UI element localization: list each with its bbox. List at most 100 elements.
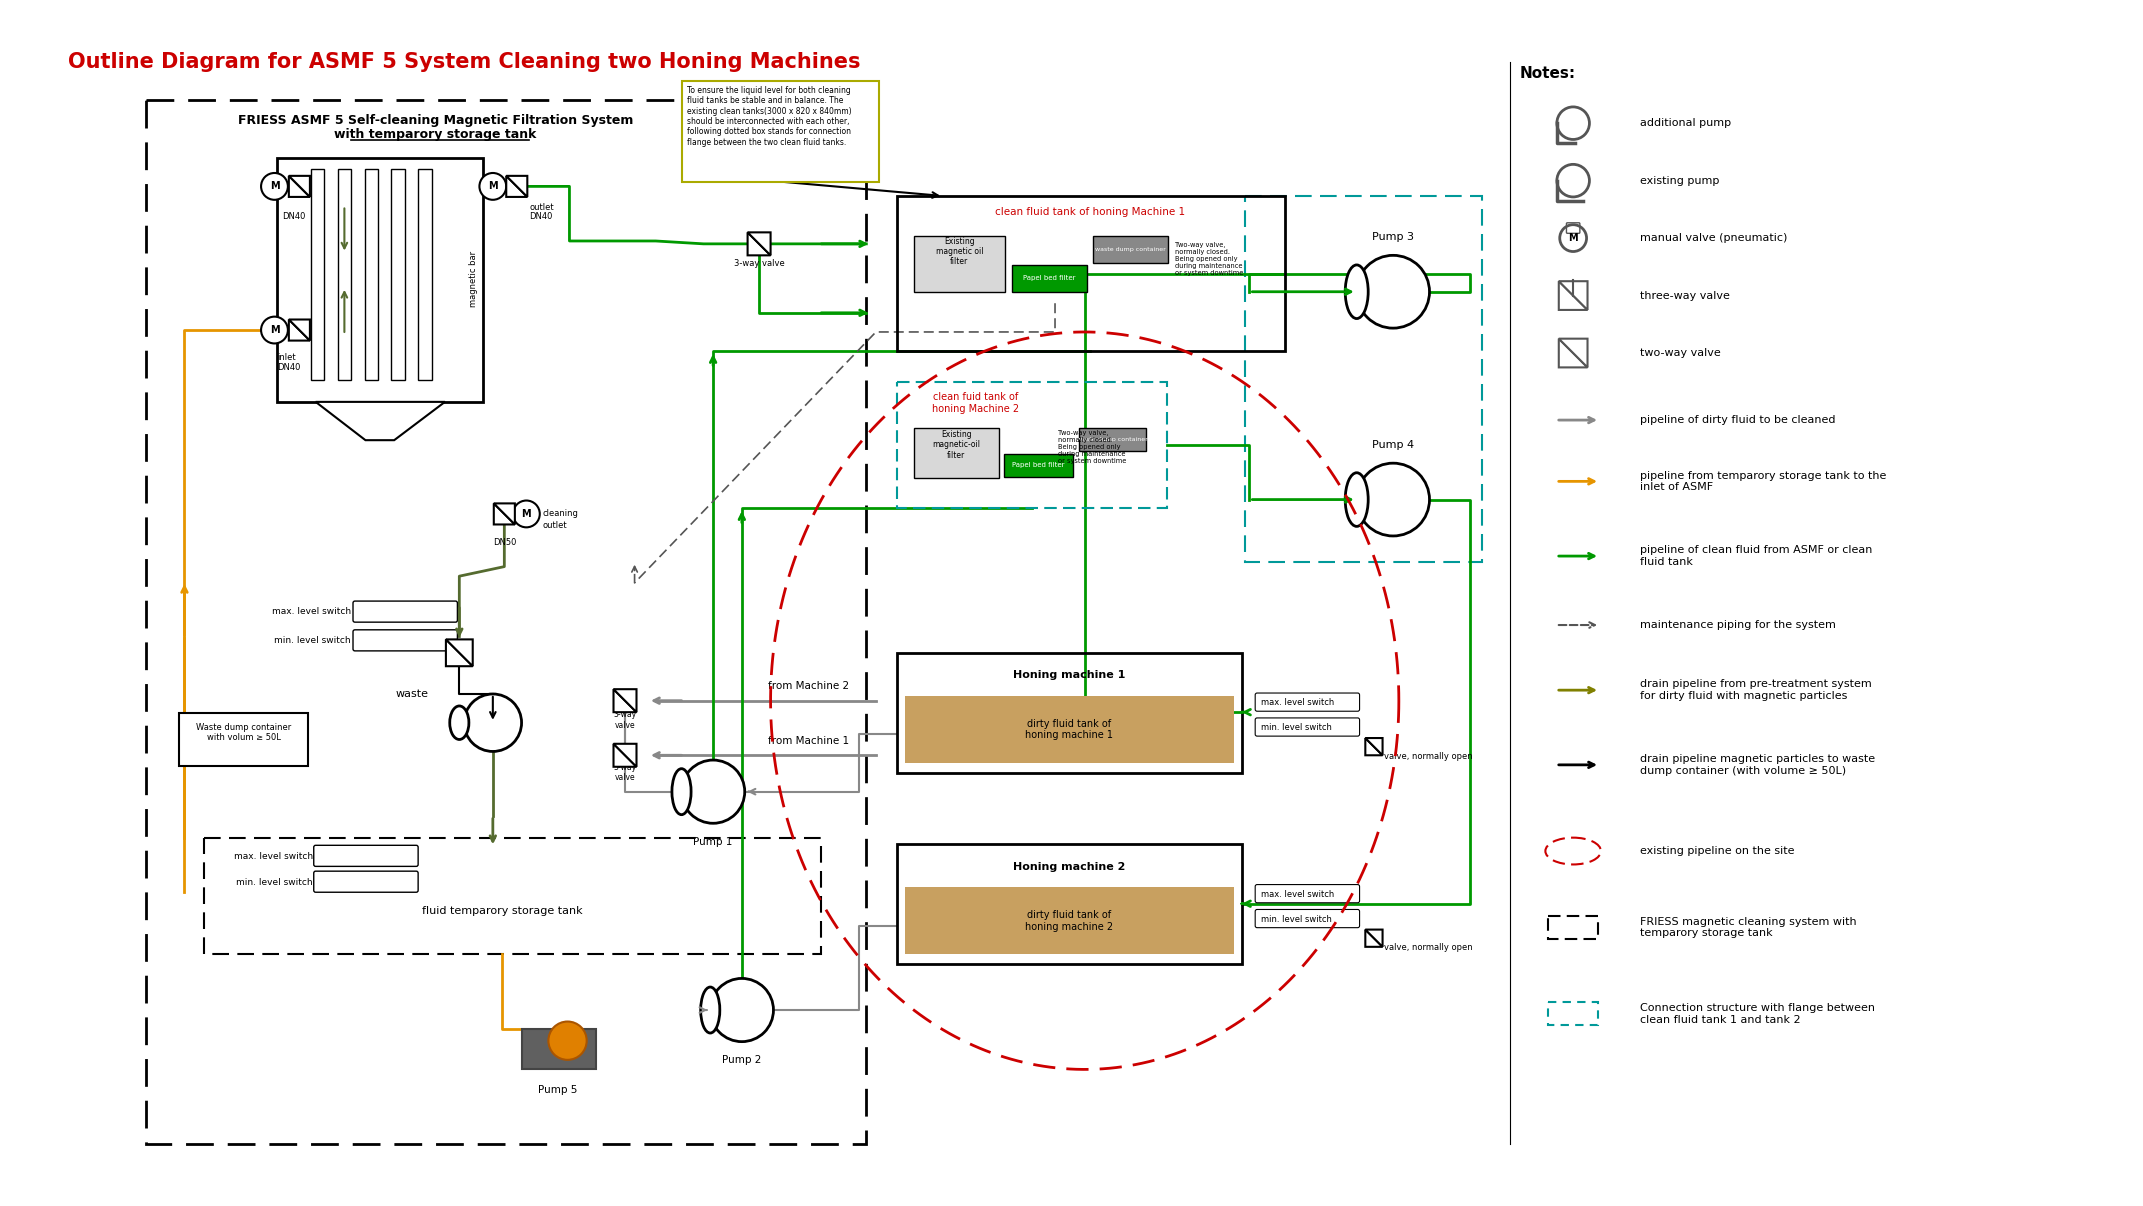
Text: 3-way
valve: 3-way valve: [613, 763, 636, 783]
Text: existing pump: existing pump: [1639, 176, 1719, 186]
Text: additional pump: additional pump: [1639, 118, 1732, 128]
Ellipse shape: [1346, 473, 1367, 526]
Polygon shape: [446, 639, 474, 666]
Bar: [1005, 453, 1074, 476]
Text: inlet: inlet: [276, 353, 296, 362]
Text: Existing
magnetic oil
filter: Existing magnetic oil filter: [936, 236, 984, 267]
Bar: [904, 696, 1234, 763]
Bar: [204, 838, 821, 954]
Polygon shape: [748, 233, 771, 256]
Bar: [915, 428, 999, 478]
Bar: [392, 169, 405, 380]
Text: max. level switch: max. level switch: [234, 853, 313, 861]
Text: Pump 5: Pump 5: [538, 1084, 579, 1095]
Polygon shape: [613, 689, 636, 713]
Text: Papel bed filter: Papel bed filter: [1022, 275, 1076, 281]
Polygon shape: [1365, 930, 1382, 947]
Ellipse shape: [1346, 265, 1367, 318]
Text: DN50: DN50: [493, 538, 516, 546]
Text: max. level switch: max. level switch: [1260, 698, 1335, 707]
Bar: [339, 169, 351, 380]
Text: M: M: [489, 181, 497, 192]
Text: FRIESS ASMF 5 Self-cleaning Magnetic Filtration System: FRIESS ASMF 5 Self-cleaning Magnetic Fil…: [238, 113, 632, 127]
Text: pipeline of clean fluid from ASMF or clean
fluid tank: pipeline of clean fluid from ASMF or cle…: [1639, 545, 1873, 567]
Text: Outline Diagram for ASMF 5 System Cleaning two Honing Machines: Outline Diagram for ASMF 5 System Cleani…: [69, 52, 859, 72]
Text: min. level switch: min. level switch: [1260, 914, 1331, 924]
Text: cleaning: cleaning: [542, 509, 579, 519]
Bar: [915, 236, 1005, 292]
Text: 3-way valve: 3-way valve: [733, 258, 784, 268]
Circle shape: [1560, 224, 1586, 252]
Bar: [276, 158, 484, 402]
Bar: [898, 382, 1168, 508]
Text: waste dump container: waste dump container: [1095, 247, 1166, 252]
Text: from Machine 1: from Machine 1: [769, 736, 849, 745]
Text: M: M: [1569, 233, 1577, 244]
Polygon shape: [506, 176, 527, 197]
Bar: [364, 169, 377, 380]
Text: Notes:: Notes:: [1519, 65, 1575, 81]
Polygon shape: [446, 639, 474, 666]
Circle shape: [512, 500, 540, 527]
Text: two-way valve: two-way valve: [1639, 349, 1721, 358]
Text: Pump 1: Pump 1: [694, 837, 733, 847]
Text: valve, normally open: valve, normally open: [1384, 751, 1472, 761]
Polygon shape: [289, 176, 311, 197]
Text: Existing
magnetic-oil
filter: Existing magnetic-oil filter: [932, 431, 979, 459]
Polygon shape: [613, 744, 636, 767]
Polygon shape: [613, 689, 636, 713]
Bar: [146, 100, 866, 1144]
Bar: [418, 169, 431, 380]
Text: Two-way valve,
normally closed.
Being opened only
during maintenance
or system d: Two-way valve, normally closed. Being op…: [1059, 429, 1127, 463]
Text: max. level switch: max. level switch: [272, 607, 351, 616]
Circle shape: [465, 693, 521, 751]
Polygon shape: [1365, 738, 1382, 755]
Text: fluid temparory storage tank: fluid temparory storage tank: [422, 907, 583, 917]
Text: Pump 2: Pump 2: [722, 1055, 761, 1065]
Text: max. level switch: max. level switch: [1260, 890, 1335, 898]
Text: valve, normally open: valve, normally open: [1384, 943, 1472, 953]
Bar: [681, 81, 879, 182]
Ellipse shape: [673, 768, 690, 815]
Circle shape: [1357, 463, 1429, 535]
Text: existing pipeline on the site: existing pipeline on the site: [1639, 847, 1794, 856]
Text: Pump 4: Pump 4: [1372, 440, 1414, 450]
Text: drain pipeline magnetic particles to waste
dump container (with volume ≥ 50L): drain pipeline magnetic particles to was…: [1639, 754, 1875, 775]
Polygon shape: [1365, 738, 1382, 755]
Bar: [311, 169, 324, 380]
Bar: [1547, 1002, 1599, 1025]
Bar: [898, 844, 1241, 964]
Text: min. level switch: min. level switch: [236, 878, 313, 888]
Text: DN40: DN40: [529, 212, 553, 221]
Text: three-way valve: three-way valve: [1639, 291, 1729, 300]
Text: DN40: DN40: [283, 212, 304, 221]
Text: waste: waste: [394, 689, 429, 699]
Bar: [898, 652, 1241, 773]
Text: FRIESS magnetic cleaning system with
temparory storage tank: FRIESS magnetic cleaning system with tem…: [1639, 917, 1856, 938]
Text: outlet: outlet: [542, 521, 568, 529]
Text: waste dump container: waste dump container: [1078, 437, 1149, 441]
Circle shape: [261, 172, 287, 200]
Text: dirty fluid tank of
honing machine 1: dirty fluid tank of honing machine 1: [1024, 719, 1114, 740]
Text: Connection structure with flange between
clean fluid tank 1 and tank 2: Connection structure with flange between…: [1639, 1003, 1875, 1025]
Circle shape: [261, 317, 287, 344]
Circle shape: [681, 760, 746, 824]
Polygon shape: [289, 176, 311, 197]
Text: with temparory storage tank: with temparory storage tank: [334, 128, 536, 141]
Polygon shape: [493, 503, 514, 525]
Circle shape: [1556, 164, 1590, 197]
Bar: [521, 1029, 596, 1070]
Circle shape: [549, 1021, 587, 1060]
Text: Waste dump container
with volum ≥ 50L: Waste dump container with volum ≥ 50L: [197, 722, 291, 742]
Polygon shape: [1365, 930, 1382, 947]
Ellipse shape: [701, 987, 720, 1034]
Bar: [904, 888, 1234, 954]
Text: Pump 3: Pump 3: [1372, 232, 1414, 242]
Text: clean fluid tank of honing Machine 1: clean fluid tank of honing Machine 1: [994, 206, 1185, 217]
Text: Honing machine 2: Honing machine 2: [1014, 861, 1125, 872]
Polygon shape: [506, 176, 527, 197]
Text: min. level switch: min. level switch: [274, 636, 351, 645]
Text: magnetic bar: magnetic bar: [469, 251, 478, 308]
Circle shape: [709, 978, 774, 1042]
Text: min. level switch: min. level switch: [1260, 724, 1331, 732]
